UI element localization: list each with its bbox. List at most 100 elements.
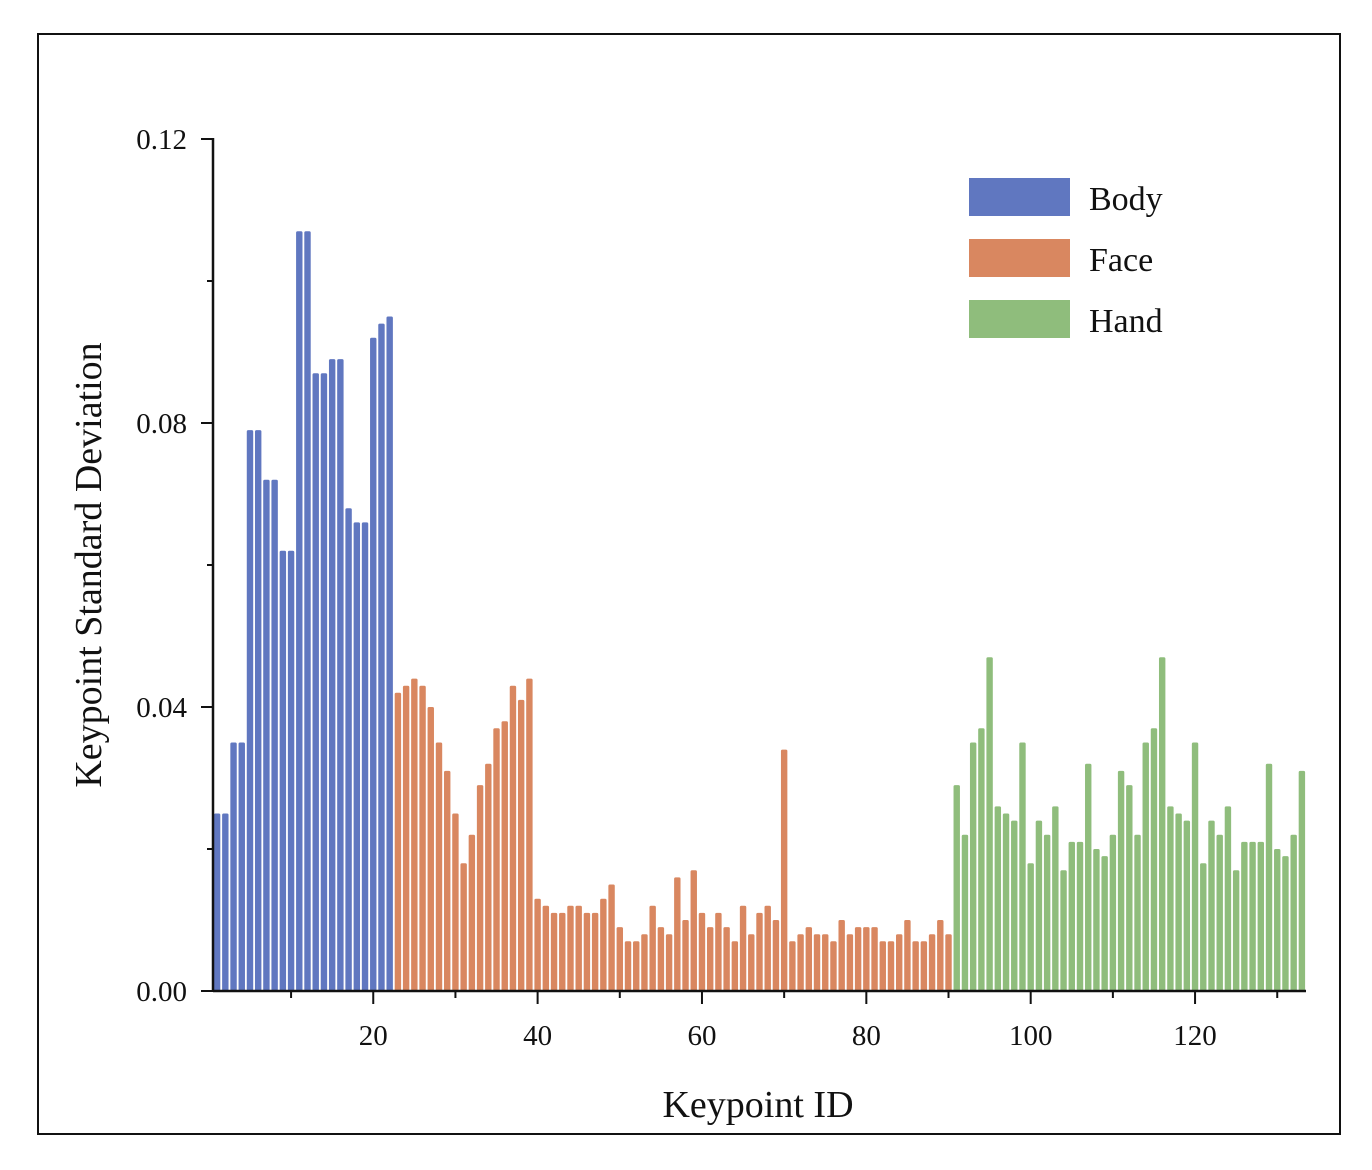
- bar-body-21: [378, 323, 385, 992]
- x-tick-label-3: 80: [852, 1020, 881, 1052]
- bar-face-33: [476, 785, 484, 991]
- bar-hand-119: [1183, 820, 1191, 991]
- bar-face-90: [945, 934, 952, 991]
- bar-body-18: [353, 522, 361, 991]
- bars-layer: [213, 231, 1306, 992]
- bar-hand-105: [1068, 841, 1075, 991]
- bar-face-59: [690, 870, 697, 991]
- bar-face-85: [904, 920, 911, 991]
- bar-face-88: [928, 934, 936, 991]
- bar-face-74: [813, 934, 821, 991]
- bar-hand-132: [1290, 834, 1297, 991]
- x-tick-label-5: 120: [1173, 1020, 1217, 1052]
- bar-face-63: [723, 927, 730, 991]
- bar-hand-130: [1274, 849, 1281, 991]
- bar-face-50: [616, 927, 623, 991]
- bar-hand-117: [1167, 806, 1174, 991]
- bar-face-69: [772, 920, 780, 991]
- bar-hand-122: [1208, 820, 1215, 991]
- y-tick-label-3: 0.12: [136, 124, 187, 156]
- x-axis-title: Keypoint ID: [662, 1084, 853, 1126]
- bar-body-1: [213, 813, 221, 991]
- bar-hand-126: [1241, 841, 1248, 991]
- bar-face-70: [780, 749, 788, 991]
- bar-hand-101: [1035, 820, 1043, 991]
- bar-face-34: [485, 763, 492, 991]
- bar-hand-131: [1282, 856, 1289, 991]
- bar-face-73: [805, 927, 813, 991]
- x-tick-label-2: 60: [687, 1020, 716, 1052]
- bar-face-82: [879, 941, 886, 991]
- bar-face-56: [665, 934, 673, 991]
- legend: Body Face Hand: [969, 178, 1163, 340]
- bar-face-71: [789, 941, 796, 991]
- x-tick-label-4: 100: [1009, 1020, 1053, 1052]
- bar-hand-115: [1150, 728, 1158, 991]
- bar-hand-96: [994, 806, 1002, 991]
- y-tick-label-1: 0.04: [136, 692, 187, 724]
- bar-hand-108: [1093, 849, 1100, 991]
- bar-face-87: [920, 941, 928, 991]
- bar-hand-94: [978, 728, 985, 991]
- bar-face-30: [452, 813, 459, 991]
- bar-face-67: [756, 912, 763, 991]
- bar-hand-112: [1126, 785, 1133, 991]
- bar-hand-120: [1191, 742, 1199, 991]
- bar-face-43: [559, 912, 566, 991]
- bar-face-35: [493, 728, 500, 991]
- bar-face-37: [509, 685, 517, 991]
- bar-hand-97: [1002, 813, 1010, 991]
- bar-body-15: [328, 359, 336, 992]
- bar-face-58: [682, 920, 689, 991]
- bar-face-86: [912, 941, 919, 991]
- bar-hand-127: [1249, 841, 1256, 991]
- bar-face-51: [624, 941, 632, 991]
- bar-face-64: [731, 941, 739, 991]
- bar-body-11: [296, 231, 303, 992]
- legend-swatch-face: [969, 239, 1070, 277]
- bar-face-23: [394, 692, 402, 991]
- bar-face-48: [600, 898, 607, 991]
- bar-hand-113: [1134, 834, 1141, 991]
- legend-swatch-hand: [969, 300, 1070, 338]
- bar-face-75: [822, 934, 829, 991]
- bar-hand-103: [1052, 806, 1059, 991]
- x-tick-label-1: 40: [523, 1020, 552, 1052]
- bar-face-55: [657, 927, 665, 991]
- bar-face-65: [739, 905, 747, 991]
- bar-hand-104: [1060, 870, 1067, 991]
- bar-face-72: [797, 934, 804, 991]
- bar-face-83: [887, 941, 895, 991]
- bar-face-24: [402, 685, 410, 991]
- bar-face-39: [526, 678, 533, 991]
- bar-face-44: [567, 905, 574, 991]
- bar-face-81: [871, 927, 878, 991]
- bar-face-54: [649, 905, 656, 991]
- bar-hand-107: [1085, 763, 1092, 991]
- bar-body-20: [370, 337, 377, 991]
- bar-face-52: [633, 941, 640, 991]
- bar-body-22: [386, 316, 393, 991]
- bar-hand-123: [1216, 834, 1223, 991]
- bar-body-3: [230, 742, 237, 991]
- bar-body-5: [246, 430, 254, 992]
- bar-face-26: [419, 685, 426, 991]
- bar-face-61: [706, 927, 714, 991]
- bar-hand-106: [1076, 841, 1084, 991]
- bar-body-6: [254, 430, 262, 992]
- bar-face-46: [583, 912, 591, 991]
- bar-hand-110: [1109, 834, 1117, 991]
- bar-hand-92: [961, 834, 969, 991]
- bar-face-60: [698, 912, 706, 991]
- y-tick-label-2: 0.08: [136, 408, 187, 440]
- bar-body-17: [345, 508, 352, 991]
- bar-body-9: [279, 550, 287, 991]
- bar-face-45: [575, 905, 582, 991]
- bar-face-57: [674, 877, 681, 991]
- bar-face-49: [608, 884, 615, 991]
- legend-label-face: Face: [1089, 242, 1153, 279]
- bar-face-32: [468, 834, 476, 991]
- bar-body-10: [287, 550, 295, 991]
- bar-body-12: [304, 231, 311, 992]
